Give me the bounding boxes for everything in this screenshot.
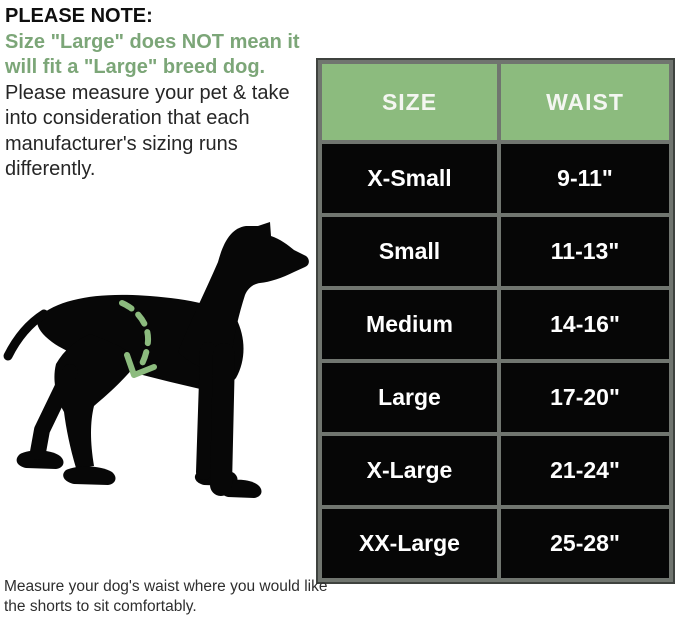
measurement-caption: Measure your dog's waist where you would… bbox=[4, 577, 404, 617]
size-cell: Small bbox=[322, 217, 497, 286]
note-warning-line: will fit a "Large" breed dog. bbox=[5, 56, 266, 78]
table-row: XX-Large 25-28" bbox=[322, 509, 669, 578]
size-cell: Medium bbox=[322, 290, 497, 359]
note-title: PLEASE NOTE: bbox=[5, 5, 153, 27]
note-warning-line: Size "Large" does NOT mean it bbox=[5, 30, 300, 53]
size-cell: Large bbox=[322, 363, 497, 432]
note-block: PLEASE NOTE: Size "Large" does NOT mean … bbox=[5, 4, 317, 183]
size-cell: X-Small bbox=[322, 144, 497, 213]
table-header-row: SIZE WAIST bbox=[322, 64, 669, 140]
waist-cell: 11-13" bbox=[501, 217, 669, 286]
caption-line: Measure your dog's waist where you would… bbox=[4, 578, 328, 595]
waist-cell: 9-11" bbox=[501, 144, 669, 213]
size-column-header: SIZE bbox=[322, 64, 497, 140]
waist-cell: 17-20" bbox=[501, 363, 669, 432]
size-chart-table: SIZE WAIST X-Small 9-11" Small 11-13" Me… bbox=[316, 58, 675, 584]
table-row: Large 17-20" bbox=[322, 363, 669, 432]
table-row: X-Large 21-24" bbox=[322, 436, 669, 505]
size-cell: X-Large bbox=[322, 436, 497, 505]
note-body-line: differently. bbox=[5, 158, 96, 180]
note-body-line: into consideration that each bbox=[5, 107, 250, 129]
size-chart: SIZE WAIST X-Small 9-11" Small 11-13" Me… bbox=[316, 58, 675, 584]
caption-line: the shorts to sit comfortably. bbox=[4, 598, 197, 615]
waist-measurement-arrow-icon bbox=[119, 300, 157, 378]
waist-cell: 21-24" bbox=[501, 436, 669, 505]
table-row: Medium 14-16" bbox=[322, 290, 669, 359]
note-body-line: Please measure your pet & take bbox=[5, 81, 290, 104]
note-body-line: manufacturer's sizing runs bbox=[5, 132, 238, 155]
waist-cell: 25-28" bbox=[501, 509, 669, 578]
dog-silhouette-icon bbox=[3, 222, 309, 498]
waist-column-header: WAIST bbox=[501, 64, 669, 140]
size-cell: XX-Large bbox=[322, 509, 497, 578]
table-row: Small 11-13" bbox=[322, 217, 669, 286]
table-row: X-Small 9-11" bbox=[322, 144, 669, 213]
waist-cell: 14-16" bbox=[501, 290, 669, 359]
